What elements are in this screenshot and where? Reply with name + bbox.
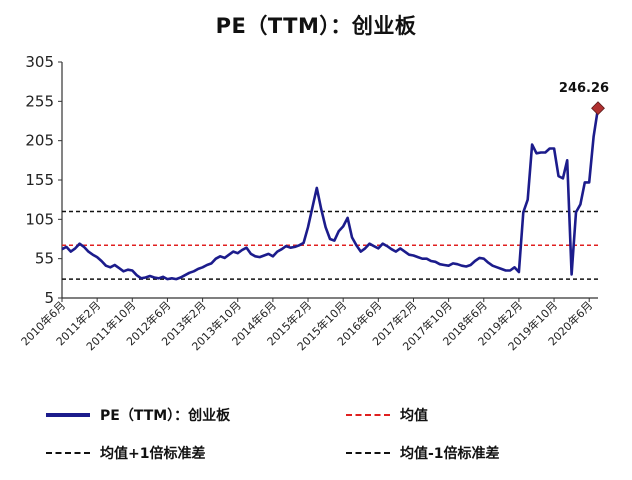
legend: PE（TTM）：创业板 均值 均值+1倍标准差 均值-1倍标准差	[0, 398, 632, 478]
y-tick-label: 255	[25, 92, 54, 110]
legend-swatch-mean	[346, 414, 390, 416]
y-tick-label: 155	[25, 171, 54, 189]
legend-item-plus1sd: 均值+1倍标准差	[46, 442, 205, 464]
legend-item-mean: 均值	[346, 404, 428, 426]
pe-series	[61, 108, 600, 281]
y-tick-label: 5	[44, 289, 54, 307]
legend-item-minus1sd: 均值-1倍标准差	[346, 442, 500, 464]
last-value-marker	[591, 101, 605, 116]
last-value-label: 246.26	[559, 81, 609, 96]
y-tick-label: 105	[25, 210, 54, 228]
y-tick-label: 55	[35, 250, 54, 268]
annotations: 246.26	[559, 81, 609, 116]
y-tick-label: 205	[25, 132, 54, 150]
chart-title: PE（TTM）：创业板	[215, 14, 417, 38]
legend-label-pe: PE（TTM）：创业板	[100, 408, 231, 424]
legend-swatch-plus1sd	[46, 452, 90, 454]
pe-series-line	[61, 108, 600, 281]
y-tick-label: 305	[25, 53, 54, 71]
legend-swatch-pe	[46, 413, 90, 417]
legend-label-mean: 均值	[400, 408, 428, 424]
legend-item-pe: PE（TTM）：创业板	[46, 404, 230, 426]
legend-label-minus1sd: 均值-1倍标准差	[400, 446, 500, 462]
axes	[58, 61, 598, 302]
reference-lines	[62, 210, 598, 280]
legend-swatch-minus1sd	[346, 452, 390, 454]
legend-label-plus1sd: 均值+1倍标准差	[100, 446, 206, 462]
x-axis-tick-labels: 2010年6月2011年2月2011年10月2012年6月2013年2月2013…	[18, 298, 595, 353]
